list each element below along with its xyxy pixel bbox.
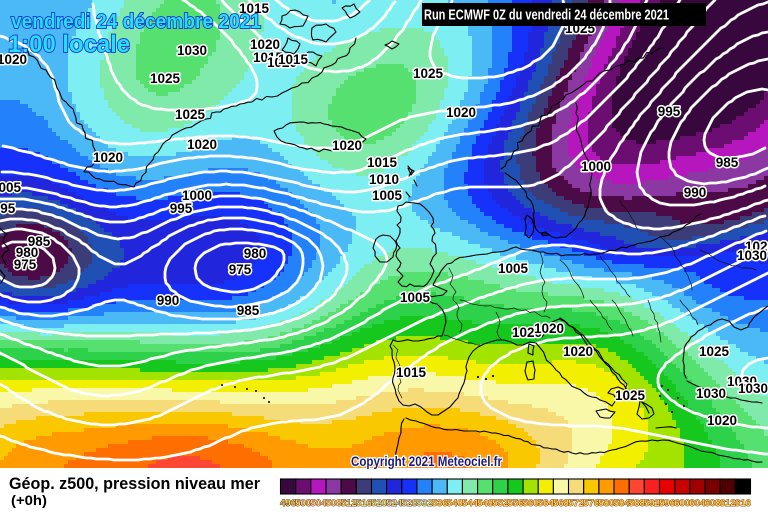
svg-text:516: 516 xyxy=(356,498,372,509)
svg-text:532: 532 xyxy=(416,498,432,509)
svg-text:504: 504 xyxy=(310,498,327,509)
svg-text:1025: 1025 xyxy=(175,107,206,122)
svg-text:520: 520 xyxy=(371,498,387,509)
svg-text:572: 572 xyxy=(568,498,584,509)
svg-text:556: 556 xyxy=(507,498,523,509)
svg-text:564: 564 xyxy=(538,498,555,509)
svg-text:995: 995 xyxy=(170,201,193,216)
svg-text:1005: 1005 xyxy=(400,290,431,305)
svg-text:500: 500 xyxy=(295,498,311,509)
svg-text:1020: 1020 xyxy=(187,137,217,152)
svg-text:1025: 1025 xyxy=(413,66,444,81)
svg-text:496: 496 xyxy=(280,498,296,509)
svg-text:548: 548 xyxy=(477,498,494,509)
svg-text:1010: 1010 xyxy=(369,172,399,187)
svg-text:1005: 1005 xyxy=(0,180,22,195)
svg-text:1020: 1020 xyxy=(446,105,476,120)
svg-text:524: 524 xyxy=(386,498,403,509)
svg-text:604: 604 xyxy=(689,498,706,509)
svg-text:980: 980 xyxy=(244,246,267,261)
svg-text:1025: 1025 xyxy=(150,71,181,86)
svg-text:985: 985 xyxy=(716,155,739,170)
svg-text:600: 600 xyxy=(674,498,690,509)
svg-text:1000: 1000 xyxy=(581,159,611,174)
svg-text:536: 536 xyxy=(432,498,448,509)
svg-text:612: 612 xyxy=(720,498,736,509)
svg-text:588: 588 xyxy=(629,498,646,509)
svg-text:Géop. z500, pression niveau me: Géop. z500, pression niveau mer xyxy=(9,474,260,493)
svg-text:1030: 1030 xyxy=(727,374,757,389)
svg-text:1000: 1000 xyxy=(182,188,212,203)
svg-text:1020: 1020 xyxy=(0,52,27,67)
svg-text:1015: 1015 xyxy=(396,365,427,380)
svg-text:995: 995 xyxy=(658,104,681,119)
svg-text:1015: 1015 xyxy=(278,52,309,67)
svg-text:990: 990 xyxy=(684,185,707,200)
svg-text:528: 528 xyxy=(401,498,418,509)
svg-text:592: 592 xyxy=(644,498,660,509)
svg-text:1020: 1020 xyxy=(512,325,542,340)
svg-text:Run ECMWF 0Z du vendredi 24 dé: Run ECMWF 0Z du vendredi 24 décembre 202… xyxy=(424,7,669,24)
svg-text:580: 580 xyxy=(598,498,614,509)
svg-text:540: 540 xyxy=(447,498,463,509)
svg-text:975: 975 xyxy=(14,257,37,272)
svg-text:584: 584 xyxy=(614,498,631,509)
svg-text:1:00 locale: 1:00 locale xyxy=(8,31,130,58)
svg-text:560: 560 xyxy=(523,498,539,509)
svg-text:vendredi 24 décembre 2021: vendredi 24 décembre 2021 xyxy=(11,11,261,33)
svg-text:1020: 1020 xyxy=(93,150,123,165)
svg-text:1030: 1030 xyxy=(696,386,726,401)
svg-text:1020: 1020 xyxy=(563,344,593,359)
svg-text:1025: 1025 xyxy=(615,388,646,403)
svg-text:1005: 1005 xyxy=(372,188,403,203)
svg-text:552: 552 xyxy=(492,498,508,509)
svg-text:(+0h): (+0h) xyxy=(11,493,47,508)
svg-text:1030: 1030 xyxy=(177,43,207,58)
svg-text:1005: 1005 xyxy=(498,261,529,276)
svg-text:990: 990 xyxy=(157,293,180,308)
svg-text:1015: 1015 xyxy=(239,1,270,16)
svg-text:544: 544 xyxy=(462,498,479,509)
svg-text:576: 576 xyxy=(583,498,599,509)
svg-text:596: 596 xyxy=(659,498,675,509)
svg-text:Copyright 2021 Meteociel.fr: Copyright 2021 Meteociel.fr xyxy=(351,454,503,469)
svg-text:1020: 1020 xyxy=(250,37,280,52)
svg-text:1030: 1030 xyxy=(737,248,767,263)
svg-text:616: 616 xyxy=(735,498,751,509)
svg-text:1020: 1020 xyxy=(707,413,737,428)
svg-text:1030: 1030 xyxy=(738,381,768,396)
svg-text:512: 512 xyxy=(341,498,357,509)
svg-text:980: 980 xyxy=(16,245,39,260)
svg-text:975: 975 xyxy=(229,262,252,277)
svg-text:995: 995 xyxy=(0,201,16,216)
svg-text:1025: 1025 xyxy=(699,344,730,359)
svg-text:508: 508 xyxy=(326,498,343,509)
svg-text:1020: 1020 xyxy=(267,55,297,70)
svg-text:1015: 1015 xyxy=(367,155,398,170)
svg-text:568: 568 xyxy=(553,498,570,509)
svg-text:985: 985 xyxy=(28,234,51,249)
svg-text:985: 985 xyxy=(237,303,260,318)
svg-text:608: 608 xyxy=(705,498,722,509)
svg-text:1015: 1015 xyxy=(253,50,284,65)
svg-text:1020: 1020 xyxy=(332,138,362,153)
svg-text:1020: 1020 xyxy=(534,321,564,336)
svg-text:1020: 1020 xyxy=(745,239,768,254)
